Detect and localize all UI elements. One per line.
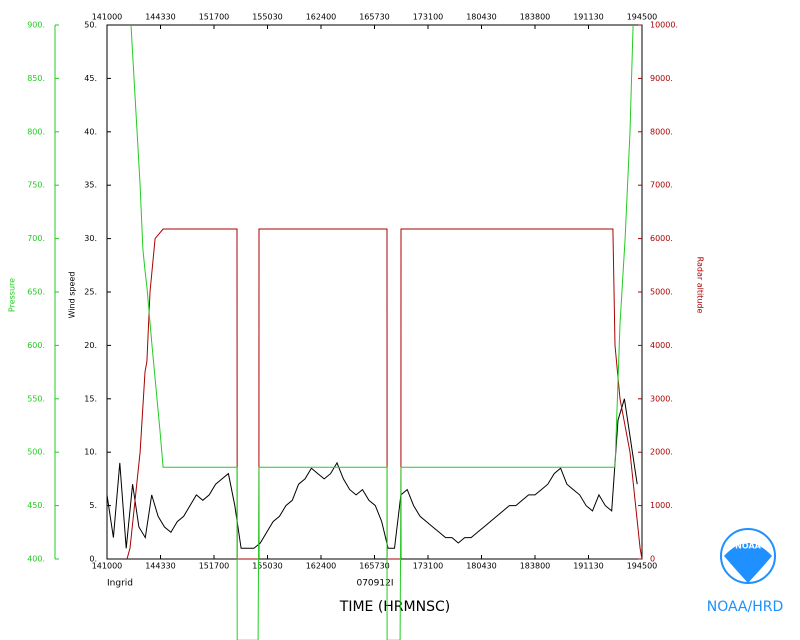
y2ticks-label: 1000. <box>650 501 673 510</box>
y3ticks-label: 850. <box>27 74 45 83</box>
plot-frame <box>106 24 643 560</box>
series-line <box>126 228 643 560</box>
yticks-label: 30. <box>84 234 97 243</box>
yticks-label: 50. <box>84 21 97 30</box>
y2ticks-label: 7000. <box>650 181 673 190</box>
y2ticks-label: 6000. <box>650 234 673 243</box>
x-tick-label: 180430 <box>466 562 497 571</box>
noaa-logo: NOAA <box>720 528 776 584</box>
y2ticks-label: 3000. <box>650 394 673 403</box>
yticks-label: 45. <box>84 74 97 83</box>
x-tick-label: 162400 <box>306 562 337 571</box>
x-tick-label: 165730 <box>359 562 390 571</box>
logo-text: NOAA <box>735 542 761 551</box>
x-tick-label-top: 173100 <box>413 13 444 22</box>
y3ticks-label: 600. <box>27 341 45 350</box>
y3ticks-label: 500. <box>27 448 45 457</box>
y3ticks-label: 900. <box>27 21 45 30</box>
x-tick-label: 173100 <box>413 562 444 571</box>
series-line <box>106 398 638 549</box>
series-line <box>130 24 634 640</box>
x-tick-label: 183800 <box>520 562 551 571</box>
y3ticks-label: 400. <box>27 555 45 564</box>
yticks-label: 20. <box>84 341 97 350</box>
x-tick-label: 194500 <box>627 562 658 571</box>
x-tick-label: 144330 <box>145 562 176 571</box>
y2ticks-label: 0 <box>650 555 655 564</box>
y2ticks-label: 5000. <box>650 288 673 297</box>
x-tick-label-top: 151700 <box>199 13 230 22</box>
wind-label: Wind speed <box>68 272 77 319</box>
x-tick-label-top: 141000 <box>92 13 123 22</box>
x-tick-label: 151700 <box>199 562 230 571</box>
x-tick-label-top: 155030 <box>252 13 283 22</box>
credit: NOAA/HRD <box>707 599 784 615</box>
yticks-label: 15. <box>84 394 97 403</box>
y2ticks-label: 4000. <box>650 341 673 350</box>
y2ticks-label: 2000. <box>650 448 673 457</box>
x-tick-label-top: 194500 <box>627 13 658 22</box>
x-tick-label-top: 162400 <box>306 13 337 22</box>
y2ticks-label: 10000. <box>650 21 678 30</box>
y3ticks-label: 700. <box>27 234 45 243</box>
yticks-label: 5. <box>89 501 97 510</box>
y3ticks-label: 550. <box>27 394 45 403</box>
x-tick-label-top: 180430 <box>466 13 497 22</box>
x-tick-label-top: 183800 <box>520 13 551 22</box>
x-tick-label-top: 165730 <box>359 13 390 22</box>
yticks-label: 10. <box>84 448 97 457</box>
y3ticks-label: 750. <box>27 181 45 190</box>
y2ticks-label: 9000. <box>650 74 673 83</box>
x-tick-label: 141000 <box>92 562 123 571</box>
yticks-label: 0. <box>89 555 97 564</box>
y3ticks-label: 450. <box>27 501 45 510</box>
x-tick-label-top: 191130 <box>573 13 604 22</box>
yticks-label: 25. <box>84 288 97 297</box>
yticks-label: 40. <box>84 127 97 136</box>
yticks-label: 35. <box>84 181 97 190</box>
y3ticks-label: 650. <box>27 288 45 297</box>
radar-label: Radar altitude <box>696 257 705 314</box>
storm-name: Ingrid <box>107 579 133 589</box>
x-tick-label: 191130 <box>573 562 604 571</box>
y2ticks-label: 8000. <box>650 127 673 136</box>
y3ticks-label: 800. <box>27 127 45 136</box>
x-tick-label: 155030 <box>252 562 283 571</box>
x-axis-label: TIME (HRMNSC) <box>339 599 450 615</box>
x-tick-label-top: 144330 <box>145 13 176 22</box>
pressure-label: Pressure <box>8 278 17 312</box>
flight-id: 070912I <box>356 579 393 589</box>
